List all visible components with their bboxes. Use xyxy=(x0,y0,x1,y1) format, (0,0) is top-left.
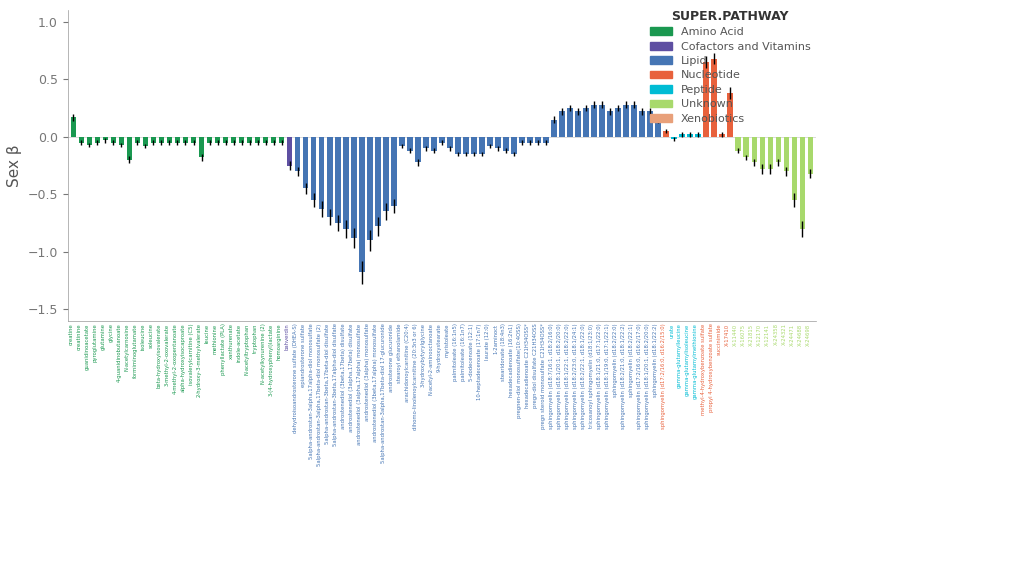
Bar xyxy=(342,137,348,229)
Bar xyxy=(703,62,708,137)
Y-axis label: Sex β: Sex β xyxy=(7,144,22,187)
Bar xyxy=(207,137,212,142)
Bar xyxy=(751,137,756,162)
Bar xyxy=(271,137,276,142)
Bar xyxy=(166,137,172,142)
Bar xyxy=(286,137,292,166)
Bar xyxy=(407,137,413,150)
Bar xyxy=(359,137,364,272)
Bar xyxy=(446,137,452,148)
Bar xyxy=(791,137,797,200)
Bar xyxy=(671,137,677,139)
Bar xyxy=(567,108,573,137)
Bar xyxy=(182,137,189,142)
Bar xyxy=(367,137,372,240)
Bar xyxy=(415,137,420,162)
Bar xyxy=(487,137,492,146)
Bar xyxy=(774,137,781,162)
Bar xyxy=(247,137,252,142)
Bar xyxy=(118,137,124,145)
Bar xyxy=(135,137,140,142)
Bar xyxy=(87,137,92,145)
Bar xyxy=(647,111,652,137)
Bar xyxy=(70,117,76,137)
Bar xyxy=(807,137,812,174)
Bar xyxy=(502,137,508,150)
Bar xyxy=(398,137,405,146)
Bar xyxy=(662,131,668,137)
Bar xyxy=(710,59,716,137)
Bar xyxy=(78,137,84,142)
Bar xyxy=(606,111,612,137)
Bar xyxy=(558,111,565,137)
Bar xyxy=(639,111,644,137)
Bar xyxy=(454,137,461,154)
Bar xyxy=(191,137,196,142)
Bar xyxy=(655,120,660,137)
Bar xyxy=(263,137,268,142)
Bar xyxy=(334,137,340,223)
Bar xyxy=(438,137,444,142)
Bar xyxy=(126,137,132,160)
Bar xyxy=(319,137,324,209)
Bar xyxy=(695,135,700,137)
Bar xyxy=(727,93,733,137)
Bar xyxy=(583,108,588,137)
Bar xyxy=(471,137,476,154)
Bar xyxy=(783,137,789,171)
Bar xyxy=(614,108,621,137)
Bar xyxy=(255,137,260,142)
Bar xyxy=(351,137,357,238)
Bar xyxy=(527,137,532,142)
Bar xyxy=(799,137,804,229)
Bar xyxy=(575,111,580,137)
Bar xyxy=(550,120,556,137)
Bar xyxy=(766,137,772,169)
Bar xyxy=(230,137,236,142)
Bar xyxy=(718,135,725,137)
Bar xyxy=(311,137,316,200)
Bar xyxy=(199,137,204,157)
Bar xyxy=(143,137,148,146)
Bar xyxy=(174,137,180,142)
Bar xyxy=(463,137,469,154)
Bar xyxy=(743,137,748,157)
Bar xyxy=(390,137,396,206)
Bar xyxy=(511,137,517,154)
Bar xyxy=(95,137,100,142)
Bar xyxy=(215,137,220,142)
Bar xyxy=(103,137,108,141)
Bar xyxy=(375,137,380,226)
Bar xyxy=(159,137,164,142)
Bar xyxy=(623,104,629,137)
Bar xyxy=(599,104,604,137)
Bar xyxy=(535,137,540,142)
Bar xyxy=(222,137,228,142)
Bar xyxy=(519,137,524,142)
Bar xyxy=(382,137,388,212)
Bar xyxy=(303,137,308,188)
Bar xyxy=(423,137,428,148)
Bar xyxy=(679,135,685,137)
Bar xyxy=(278,137,284,142)
Bar xyxy=(591,104,596,137)
Bar xyxy=(326,137,332,217)
Bar xyxy=(631,104,636,137)
Bar xyxy=(759,137,764,169)
Bar xyxy=(494,137,500,148)
Bar xyxy=(479,137,484,154)
Bar xyxy=(431,137,436,150)
Bar xyxy=(543,137,548,142)
Bar xyxy=(735,137,741,150)
Bar xyxy=(238,137,245,142)
Bar xyxy=(294,137,301,171)
Bar xyxy=(687,135,692,137)
Legend: Amino Acid, Cofactors and Vitamins, Lipid, Nucleotide, Peptide, Unknown, Xenobio: Amino Acid, Cofactors and Vitamins, Lipi… xyxy=(649,10,810,124)
Bar xyxy=(110,137,116,142)
Bar xyxy=(151,137,156,142)
